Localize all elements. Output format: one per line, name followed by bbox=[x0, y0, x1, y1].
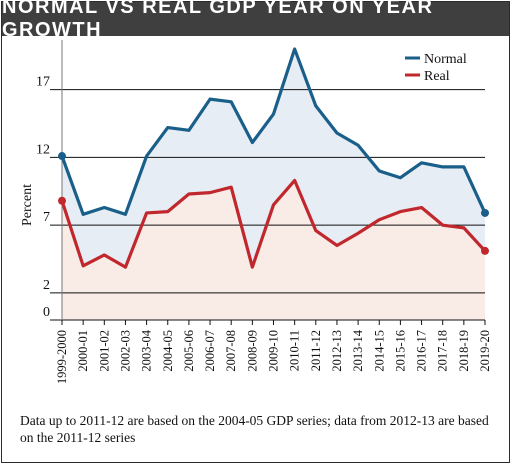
chart-title: NORMAL VS REAL GDP YEAR ON YEAR GROWTH bbox=[2, 0, 509, 41]
x-tick-label: 2018-19 bbox=[457, 330, 471, 372]
legend: Normal Real bbox=[405, 52, 467, 84]
x-tick-label: 2017-18 bbox=[436, 330, 450, 372]
area-fills bbox=[62, 49, 485, 320]
area-fill-real bbox=[62, 180, 485, 320]
y-tick-label: 0 bbox=[43, 305, 50, 320]
y-axis-label: Percent bbox=[20, 184, 35, 226]
endpoint-marker-real bbox=[58, 196, 66, 205]
x-tick-label: 2006-07 bbox=[203, 330, 217, 372]
x-tick-label: 2000-01 bbox=[76, 330, 90, 372]
x-tick-label: 2003-04 bbox=[140, 329, 154, 371]
x-tick-label: 2012-13 bbox=[330, 330, 344, 372]
x-tick-label: 2007-08 bbox=[224, 330, 238, 372]
series-line-normal bbox=[60, 47, 487, 216]
x-tick-label: 2015-16 bbox=[393, 330, 407, 372]
x-tick-label: 2019-20 bbox=[478, 330, 492, 372]
series-line-real bbox=[60, 178, 487, 269]
footnote: Data up to 2011-12 are based on the 2004… bbox=[20, 413, 489, 445]
series-lines bbox=[58, 47, 489, 269]
x-tick-label: 2010-11 bbox=[288, 330, 302, 371]
x-tick-label: 2002-03 bbox=[118, 330, 132, 372]
y-tick-label: 7 bbox=[43, 210, 50, 225]
x-tick-label: 2009-10 bbox=[267, 330, 281, 372]
x-tick-label: 1999-2000 bbox=[55, 330, 69, 384]
x-tick-label: 2013-14 bbox=[351, 329, 365, 371]
legend-label-real: Real bbox=[424, 69, 450, 84]
x-tick-label: 2005-06 bbox=[182, 330, 196, 372]
endpoint-marker-normal bbox=[481, 208, 489, 217]
axes: 0 2 7 12 17 1999-2000 2000-01 2001-02 2002-03 200… bbox=[36, 40, 492, 384]
x-tick-label: 2008-09 bbox=[245, 330, 259, 372]
x-tick-label: 2001-02 bbox=[97, 330, 111, 372]
endpoint-marker-real bbox=[481, 246, 489, 255]
y-tick-label: 17 bbox=[36, 75, 50, 90]
legend-label-normal: Normal bbox=[424, 52, 467, 67]
x-tick-label: 2011-12 bbox=[309, 330, 323, 371]
y-tick-label: 12 bbox=[36, 142, 50, 157]
x-tick-label: 2014-15 bbox=[372, 330, 386, 372]
x-tick-label: 2004-05 bbox=[161, 330, 175, 372]
endpoint-marker-normal bbox=[58, 152, 66, 161]
y-tick-label: 2 bbox=[43, 278, 50, 293]
x-tick-label: 2016-17 bbox=[415, 330, 429, 372]
